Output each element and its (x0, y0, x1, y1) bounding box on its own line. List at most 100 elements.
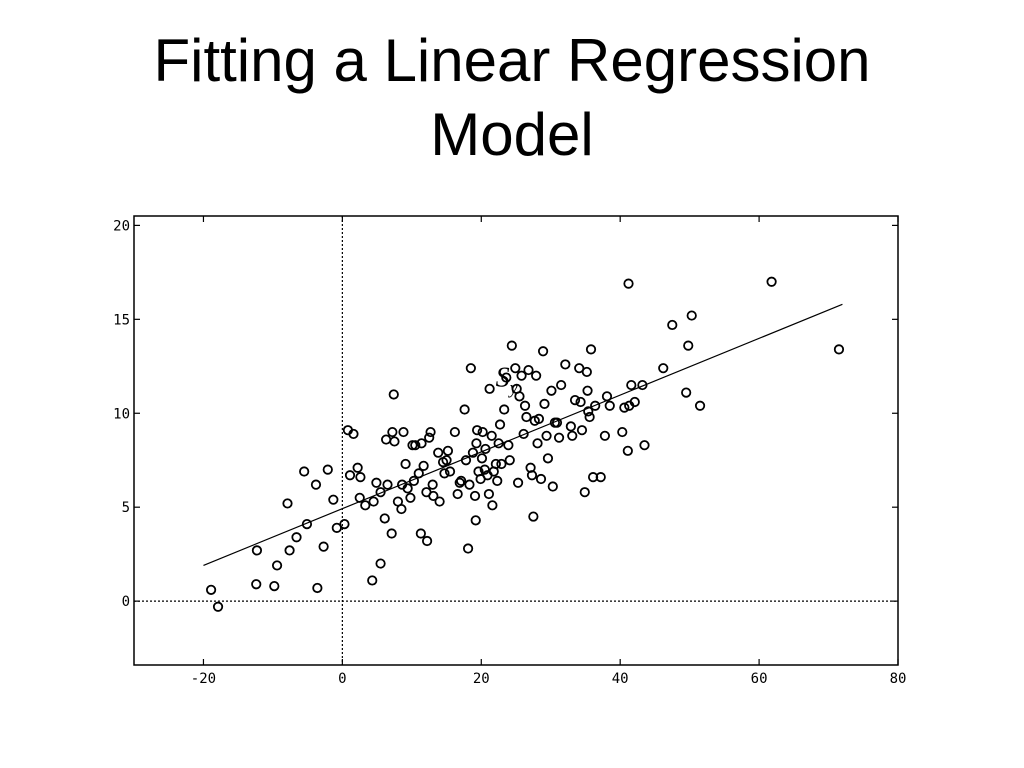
data-point (539, 398, 550, 409)
data-point (251, 579, 262, 590)
data-point (470, 515, 481, 526)
data-point (428, 490, 439, 502)
data-point (512, 477, 524, 488)
data-point (271, 560, 283, 571)
data-point (348, 428, 359, 440)
data-point (523, 364, 534, 376)
data-point (521, 411, 532, 423)
data-point (565, 421, 576, 432)
data-point (639, 440, 650, 451)
data-point (328, 494, 339, 505)
data-point (469, 490, 481, 502)
data-point (581, 366, 592, 378)
data-point (604, 400, 615, 411)
data-point (476, 453, 488, 464)
data-point (681, 387, 692, 398)
data-point (452, 488, 463, 500)
data-point (416, 438, 427, 449)
data-point (415, 528, 426, 539)
data-point (595, 472, 606, 483)
y-tick-label: 10 (113, 406, 130, 422)
data-point (299, 466, 310, 477)
data-point (490, 458, 501, 470)
x-tick-label: -20 (191, 671, 216, 687)
data-point (355, 472, 366, 483)
data-point (547, 481, 558, 492)
data-point (569, 395, 581, 406)
data-point (510, 363, 521, 374)
data-point (368, 496, 379, 507)
data-point (467, 447, 479, 458)
data-point (501, 372, 512, 383)
data-point (694, 400, 706, 411)
data-point (484, 383, 495, 394)
data-point (269, 580, 280, 592)
y-tick-label: 5 (122, 500, 130, 516)
data-point (425, 426, 436, 438)
data-point (318, 541, 329, 552)
data-point (441, 455, 452, 466)
data-point (617, 426, 628, 438)
data-point (532, 438, 543, 449)
data-point (585, 344, 597, 355)
data-point (251, 545, 263, 556)
data-point (354, 492, 365, 503)
data-point (433, 447, 444, 458)
data-point (421, 535, 433, 547)
data-point (472, 425, 483, 436)
data-point (629, 396, 640, 408)
data-point (599, 430, 611, 441)
data-point (360, 500, 371, 511)
data-point (388, 389, 399, 400)
data-point (637, 379, 648, 391)
data-point (477, 426, 488, 438)
data-point (456, 475, 467, 486)
data-point (402, 483, 413, 494)
data-point (212, 601, 224, 612)
data-point (556, 379, 567, 391)
slide-title-line-2: Model (430, 101, 594, 168)
y-tick-label: 15 (113, 312, 130, 328)
data-point (601, 391, 613, 402)
data-point (410, 440, 421, 451)
data-point (526, 470, 538, 481)
data-point (546, 385, 557, 396)
data-point (454, 477, 465, 488)
data-point (541, 430, 552, 441)
data-point (590, 400, 601, 411)
data-point (658, 363, 669, 374)
data-point (487, 500, 498, 511)
data-point (506, 340, 517, 351)
data-point (367, 575, 378, 586)
data-point (312, 582, 323, 594)
data-point (284, 545, 295, 556)
data-point (551, 417, 563, 428)
data-point (533, 413, 545, 424)
data-point (619, 402, 630, 413)
x-tick-label: 60 (751, 671, 768, 687)
data-point (444, 466, 456, 477)
data-point (339, 519, 350, 530)
data-point (486, 430, 497, 441)
slide-title-line-1: Fitting a Linear Regression (153, 27, 871, 94)
data-point (583, 406, 594, 417)
data-point (464, 479, 475, 490)
data-point (442, 445, 454, 456)
data-point (499, 404, 510, 415)
y-tick-label: 0 (122, 594, 130, 610)
plot-frame (133, 215, 899, 666)
x-tick-label: 40 (612, 671, 629, 687)
data-point (579, 487, 590, 498)
data-point (584, 411, 595, 423)
data-point (560, 359, 571, 370)
data-point (387, 426, 398, 438)
x-tick-label: 20 (473, 671, 490, 687)
data-point (503, 440, 514, 451)
data-point (535, 473, 547, 485)
y-tick-label: 20 (113, 218, 130, 234)
data-point (408, 475, 420, 486)
data-point (575, 396, 586, 408)
data-point (519, 400, 531, 411)
data-point (542, 453, 554, 464)
data-point (282, 498, 293, 509)
